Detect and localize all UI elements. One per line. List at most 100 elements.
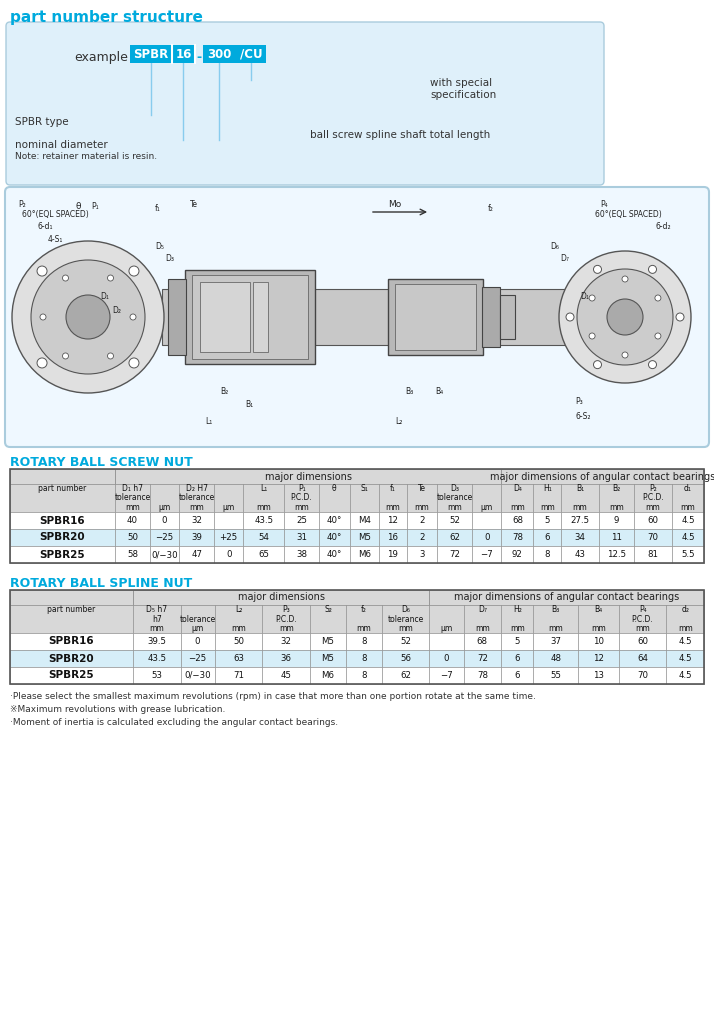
Bar	[284, 512, 319, 529]
Bar	[310, 633, 346, 650]
Bar	[429, 633, 463, 650]
Circle shape	[676, 313, 684, 321]
Text: major dimensions of angular contact bearings: major dimensions of angular contact bear…	[454, 593, 679, 603]
Circle shape	[63, 275, 69, 281]
Text: 5: 5	[515, 637, 520, 646]
Bar	[115, 512, 150, 529]
Bar	[437, 546, 472, 563]
Text: 40°: 40°	[327, 533, 342, 542]
Bar	[10, 605, 133, 633]
Text: 0/−30: 0/−30	[151, 550, 178, 559]
Bar	[463, 667, 501, 684]
Bar	[350, 484, 379, 512]
Text: B₄: B₄	[594, 605, 603, 614]
Text: B₂: B₂	[220, 387, 228, 396]
Text: 4.5: 4.5	[678, 654, 692, 663]
Text: D₂ H7: D₂ H7	[186, 484, 208, 493]
Text: 4.5: 4.5	[681, 516, 695, 525]
Circle shape	[589, 333, 595, 339]
Text: 70: 70	[637, 671, 648, 680]
Text: SPBR20: SPBR20	[40, 532, 85, 542]
Text: 48: 48	[550, 654, 561, 663]
Circle shape	[648, 266, 656, 274]
Bar	[382, 650, 429, 667]
Text: ※Maximum revolutions with grease lubrication.: ※Maximum revolutions with grease lubrica…	[10, 705, 226, 714]
Bar	[179, 546, 214, 563]
Bar	[214, 546, 243, 563]
Text: tolerance: tolerance	[436, 494, 473, 503]
Text: 6: 6	[515, 671, 520, 680]
Bar	[200, 282, 250, 352]
Text: D₂: D₂	[112, 306, 121, 315]
Bar	[382, 605, 429, 633]
Bar	[500, 295, 515, 339]
Text: mm: mm	[678, 624, 693, 633]
Bar	[115, 529, 150, 546]
Bar	[215, 633, 262, 650]
Text: 6-S₂: 6-S₂	[575, 412, 590, 421]
Bar	[561, 546, 599, 563]
Text: Mo: Mo	[388, 200, 401, 209]
Bar	[406, 484, 437, 512]
Bar	[379, 512, 406, 529]
Text: P₁: P₁	[91, 202, 99, 211]
Circle shape	[129, 358, 139, 368]
Bar	[533, 484, 561, 512]
Bar	[185, 270, 315, 364]
Text: major dimensions: major dimensions	[265, 472, 352, 482]
Text: ROTARY BALL SCREW NUT: ROTARY BALL SCREW NUT	[10, 456, 193, 469]
Bar	[133, 633, 181, 650]
Bar	[215, 605, 262, 633]
Bar	[463, 650, 501, 667]
Text: tolerance: tolerance	[114, 494, 151, 503]
Text: 65: 65	[258, 550, 269, 559]
Bar	[429, 650, 463, 667]
Bar	[346, 667, 382, 684]
Text: μm: μm	[191, 624, 203, 633]
Text: /CU: /CU	[240, 47, 262, 61]
Bar	[179, 529, 214, 546]
Bar	[203, 45, 236, 63]
Bar	[501, 546, 533, 563]
Text: mm: mm	[447, 503, 462, 512]
Bar	[350, 512, 379, 529]
Text: part number: part number	[39, 484, 86, 493]
Text: SPBR: SPBR	[134, 47, 169, 61]
Bar	[214, 484, 243, 512]
Bar	[10, 469, 115, 484]
Text: 8: 8	[361, 671, 366, 680]
Text: M6: M6	[321, 671, 335, 680]
Text: mm: mm	[573, 503, 588, 512]
Text: D₆: D₆	[401, 605, 410, 614]
Bar	[192, 275, 308, 359]
Text: 12: 12	[387, 516, 398, 525]
Bar	[382, 667, 429, 684]
Text: tolerance: tolerance	[179, 614, 216, 623]
Text: mm: mm	[149, 624, 164, 633]
Text: D₅ h7: D₅ h7	[146, 605, 167, 614]
Bar	[533, 512, 561, 529]
Bar	[262, 605, 310, 633]
Text: tolerance: tolerance	[178, 494, 215, 503]
Text: 34: 34	[575, 533, 585, 542]
Text: M4: M4	[358, 516, 371, 525]
Bar	[578, 667, 619, 684]
Text: 45: 45	[281, 671, 292, 680]
Text: 52: 52	[400, 637, 411, 646]
Text: mm: mm	[356, 624, 371, 633]
Text: 50: 50	[233, 637, 244, 646]
Bar	[561, 529, 599, 546]
Bar	[463, 605, 501, 633]
Text: mm: mm	[125, 503, 140, 512]
Text: 32: 32	[281, 637, 292, 646]
Text: 6-d₂: 6-d₂	[655, 222, 670, 231]
Text: mm: mm	[540, 503, 555, 512]
Bar	[406, 546, 437, 563]
Text: 60°(EQL SPACED): 60°(EQL SPACED)	[22, 210, 89, 219]
Text: 4.5: 4.5	[678, 671, 692, 680]
Text: SPBR25: SPBR25	[40, 549, 85, 560]
Text: H₂: H₂	[513, 605, 522, 614]
Bar	[10, 667, 133, 684]
Bar	[133, 667, 181, 684]
Text: 63: 63	[233, 654, 244, 663]
